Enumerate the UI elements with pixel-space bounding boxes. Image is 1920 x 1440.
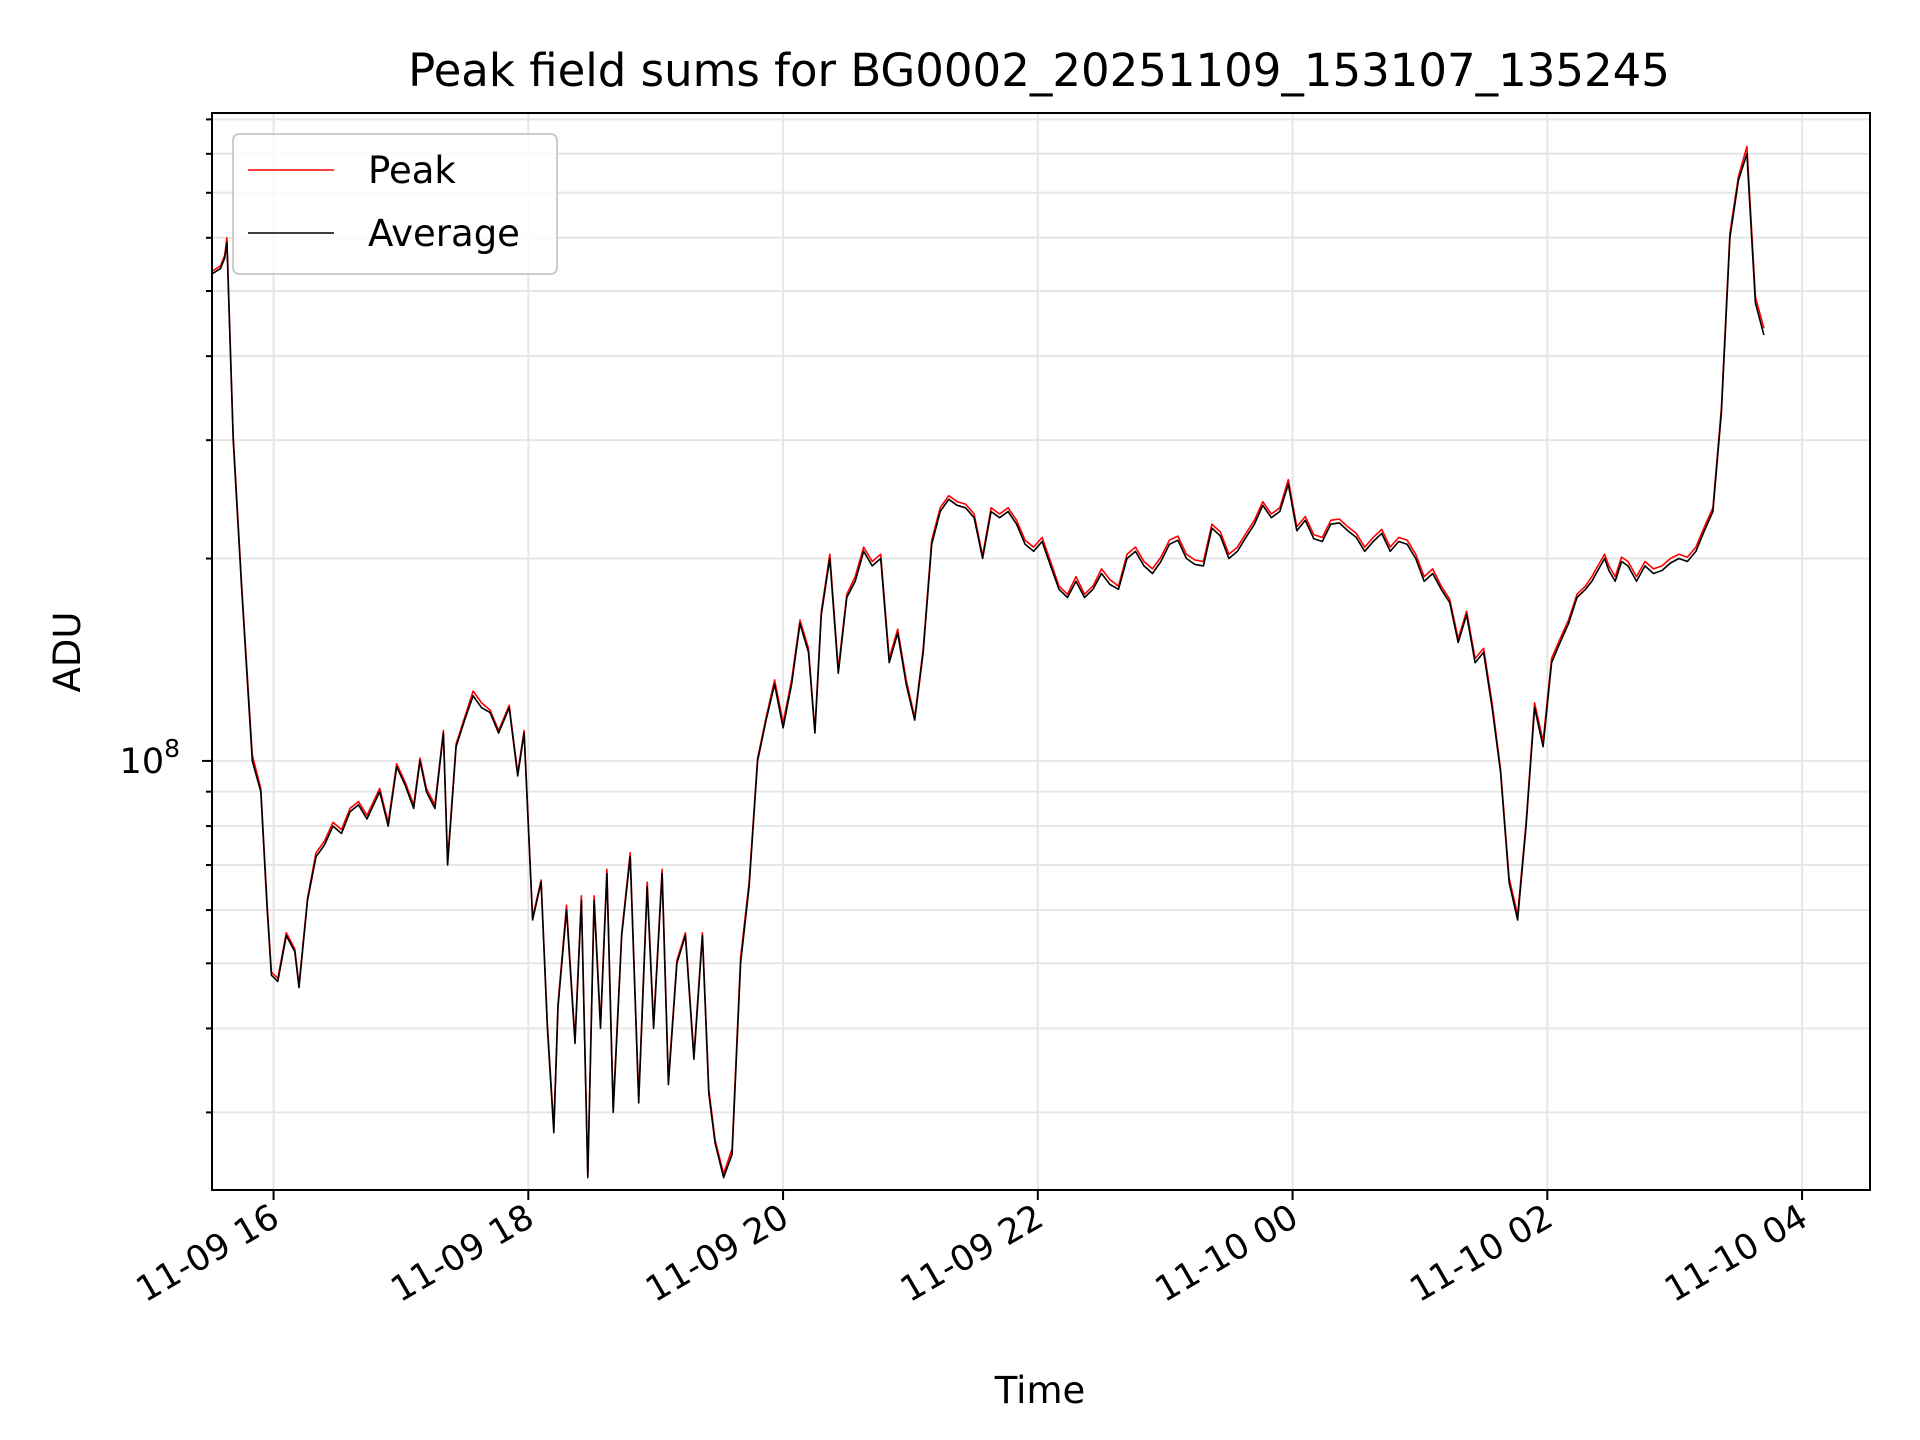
series-line-average	[212, 153, 1765, 1179]
x-axis-label: Time	[994, 1369, 1086, 1412]
plot-frame	[211, 112, 1871, 1191]
legend-box	[232, 133, 558, 275]
plot-area	[211, 112, 1871, 1191]
legend-label-average: Average	[368, 212, 520, 255]
series-line-peak	[212, 145, 1765, 1175]
legend-label-peak: Peak	[368, 149, 456, 192]
chart-title: Peak field sums for BG0002_20251109_1531…	[408, 44, 1670, 97]
series-group	[212, 145, 1765, 1179]
grid	[212, 113, 1870, 1190]
y-axis-label: ADU	[46, 612, 89, 693]
legend: Peak Average	[232, 133, 558, 275]
